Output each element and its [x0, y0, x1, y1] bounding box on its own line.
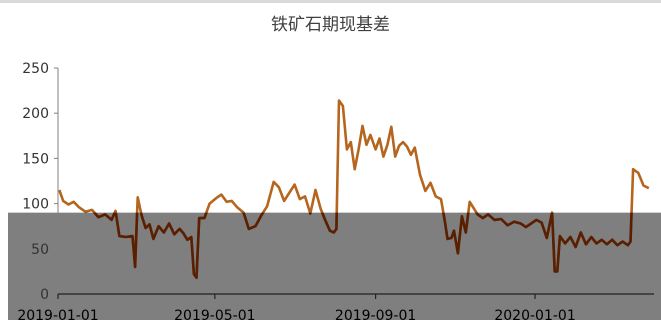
series-line-dark-layer: [84, 212, 633, 279]
y-tick-label: 150: [22, 151, 49, 167]
top-border: [0, 0, 661, 3]
x-tick-label: 2019-01-01: [17, 308, 98, 324]
x-tick-label: 2019-05-01: [174, 308, 255, 324]
x-tick-label: 2020-01-01: [494, 308, 575, 324]
gray-overlay: [8, 212, 661, 320]
x-tick-group: 2019-01-01 2019-05-01 2019-09-01 2020-01-01: [17, 294, 576, 324]
y-tick-group: 0 50 100 150 200 250: [22, 61, 58, 303]
series-line-shaded: [84, 212, 633, 279]
y-tick-label: 200: [22, 106, 49, 122]
y-tick-label: 100: [22, 197, 49, 213]
y-tick-label: 50: [31, 242, 49, 258]
chart-title: 铁矿石期现基差: [271, 15, 390, 35]
x-tick-label: 2019-09-01: [335, 308, 416, 324]
y-tick-label: 0: [40, 287, 49, 303]
y-tick-label: 250: [22, 61, 49, 77]
